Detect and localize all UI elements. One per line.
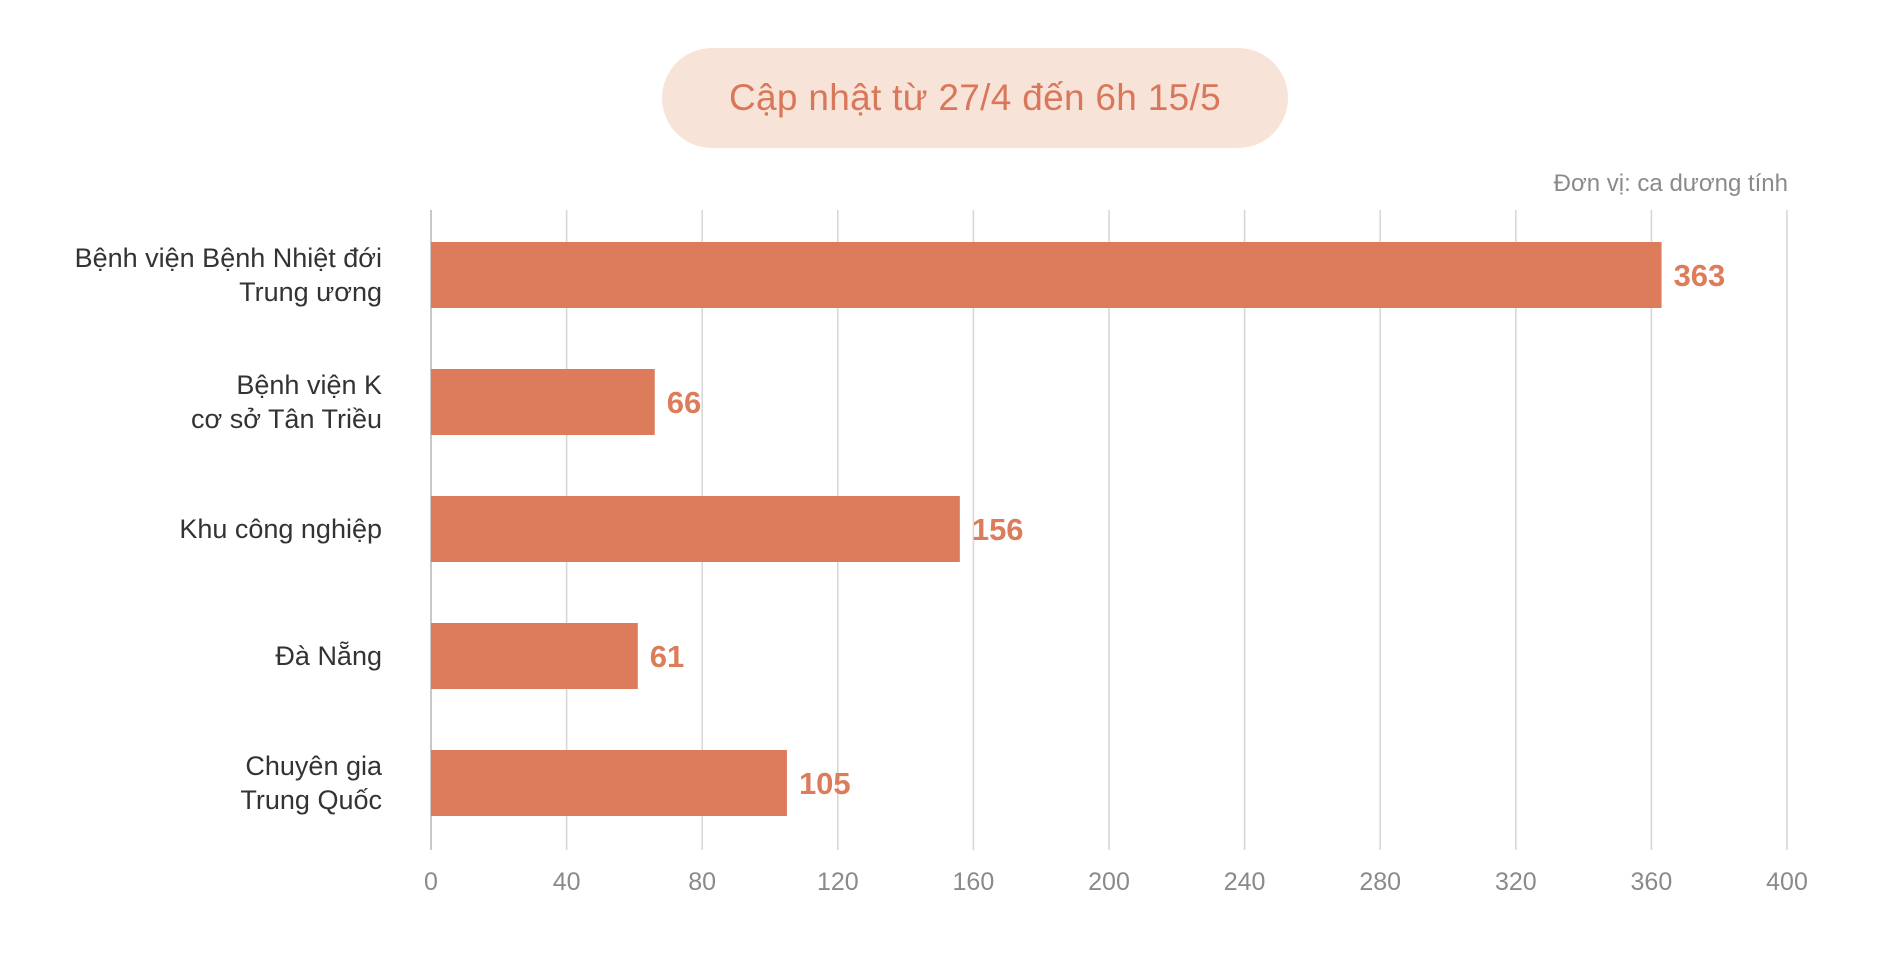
category-label-line: Bệnh viện K: [236, 370, 382, 400]
bar-value-label: 156: [972, 512, 1024, 547]
unit-label: Đơn vị: ca dương tính: [1553, 170, 1788, 197]
bar: [431, 369, 655, 435]
category-label-line: Bệnh viện Bệnh Nhiệt đới: [75, 243, 382, 273]
x-tick-label: 240: [1224, 868, 1266, 896]
category-label: Đà Nẵng: [275, 640, 382, 671]
bar: [431, 623, 638, 689]
category-label-line: Trung Quốc: [240, 785, 382, 815]
category-label-line: Đà Nẵng: [275, 640, 382, 671]
category-label: Chuyên gia Trung Quốc: [240, 751, 383, 815]
x-tick-label: 320: [1495, 868, 1537, 896]
x-tick-label: 200: [1088, 868, 1130, 896]
x-tick-label: 120: [817, 868, 859, 896]
category-label-line: Chuyên gia: [245, 751, 383, 781]
category-label-line: cơ sở Tân Triều: [191, 404, 382, 434]
x-tick-label: 280: [1359, 868, 1401, 896]
bar: [431, 242, 1662, 308]
bar: [431, 496, 960, 562]
x-tick-label: 40: [553, 868, 581, 896]
x-tick-label: 0: [424, 868, 438, 896]
bar-value-label: 66: [667, 385, 701, 420]
x-tick-label: 400: [1766, 868, 1808, 896]
category-label-line: Trung ương: [239, 277, 382, 307]
bar-value-label: 105: [799, 766, 851, 801]
category-label-line: Khu công nghiệp: [179, 514, 382, 544]
bar: [431, 750, 787, 816]
category-label: Bệnh viện Bệnh Nhiệt đới Trung ương: [75, 243, 382, 307]
bar-value-label: 61: [650, 639, 684, 674]
x-tick-label: 160: [953, 868, 995, 896]
chart-title: Cập nhật từ 27/4 đến 6h 15/5: [662, 48, 1288, 148]
category-label: Bệnh viện K cơ sở Tân Triều: [191, 370, 382, 434]
x-tick-label: 80: [688, 868, 716, 896]
category-label: Khu công nghiệp: [179, 514, 382, 544]
x-tick-label: 360: [1631, 868, 1673, 896]
bar-value-label: 363: [1674, 258, 1726, 293]
